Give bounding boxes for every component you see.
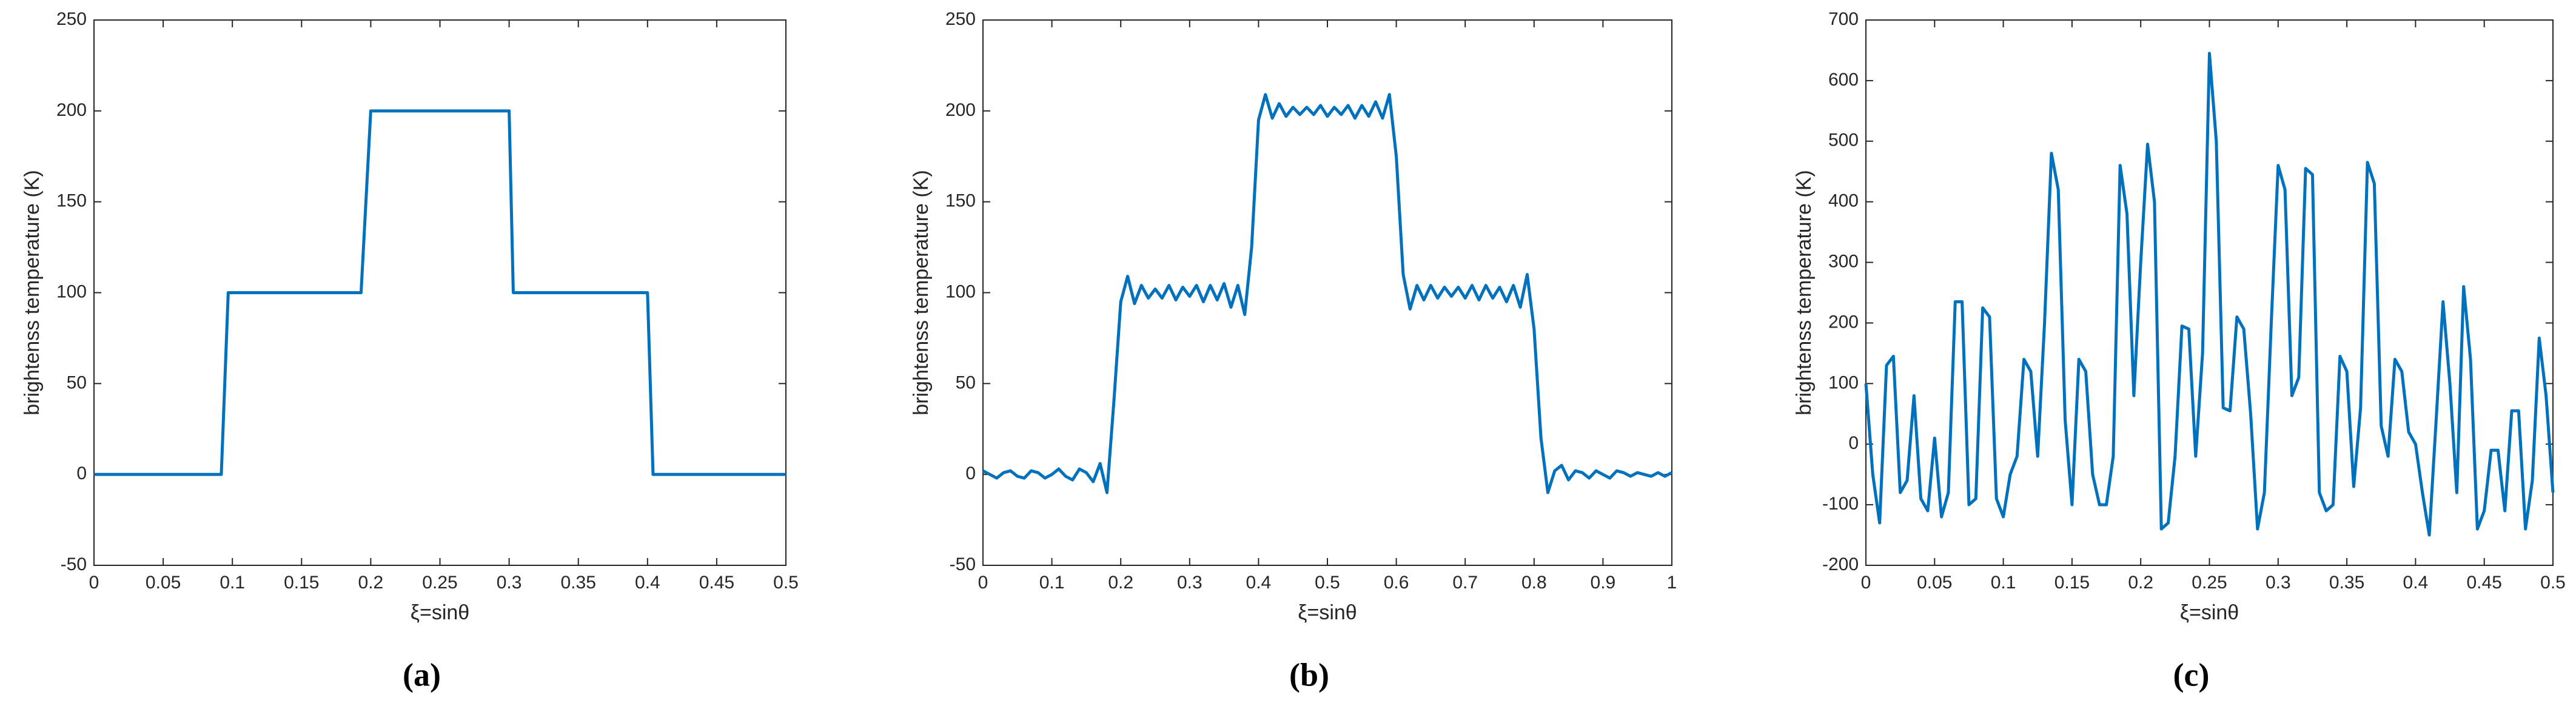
x-tick-label: 0.15 (2054, 573, 2090, 593)
x-tick-label: 0.7 (1452, 573, 1478, 593)
data-line (94, 109, 786, 476)
y-tick-label: 0 (76, 463, 87, 483)
x-tick-label: 0.45 (2467, 573, 2502, 593)
data-line (1864, 52, 2555, 537)
x-tick-label: 0.3 (2266, 573, 2291, 593)
plot-frame (982, 19, 1672, 566)
y-tick-label: 150 (945, 191, 976, 211)
x-tick-label: 1 (1667, 573, 1677, 593)
y-tick-label: 200 (56, 100, 87, 120)
y-axis-label: brightenss temperature (K) (21, 170, 44, 415)
x-tick-label: 0.8 (1521, 573, 1547, 593)
x-tick-label: 0.1 (1991, 573, 2016, 593)
x-axis-label: ξ=sinθ (2180, 601, 2239, 624)
x-tick-label: 0.25 (2192, 573, 2227, 593)
x-tick-label: 0.4 (1246, 573, 1272, 593)
x-tick-label: 0.35 (561, 573, 596, 593)
y-tick-label: 100 (945, 281, 976, 301)
y-axis-label: brightenss temperature (K) (910, 170, 933, 415)
x-tick-label: 0 (978, 573, 988, 593)
y-tick-label: 0 (1848, 433, 1859, 453)
x-tick-label: 0.2 (2128, 573, 2153, 593)
y-tick-label: 250 (945, 9, 976, 29)
x-tick-label: 0.25 (422, 573, 457, 593)
caption: (c) (2173, 656, 2210, 693)
y-tick-label: -50 (61, 554, 87, 574)
x-tick-label: 0.6 (1384, 573, 1409, 593)
data-line (982, 93, 1673, 494)
x-axis-label: ξ=sinθ (1298, 601, 1357, 624)
y-tick-label: 600 (1828, 70, 1859, 90)
y-tick-label: 400 (1828, 191, 1859, 211)
x-tick-label: 0.5 (2540, 573, 2566, 593)
x-tick-label: 0.3 (497, 573, 522, 593)
x-tick-label: 0.2 (1108, 573, 1133, 593)
x-tick-label: 0.2 (358, 573, 384, 593)
y-tick-label: 100 (56, 281, 87, 301)
x-tick-label: 0.1 (1039, 573, 1065, 593)
y-tick-label: 200 (945, 100, 976, 120)
x-tick-label: 0.05 (146, 573, 181, 593)
y-tick-label: 500 (1828, 130, 1859, 150)
y-axis-label: brightenss temperature (K) (1793, 170, 1816, 415)
y-tick-label: 0 (965, 463, 976, 483)
caption: (a) (403, 656, 441, 693)
x-tick-label: 0.35 (2329, 573, 2364, 593)
y-tick-label: 200 (1828, 312, 1859, 332)
y-tick-label: -100 (1822, 494, 1859, 514)
x-tick-label: 0.5 (1315, 573, 1340, 593)
x-tick-label: 0.5 (773, 573, 799, 593)
y-tick-label: -200 (1822, 554, 1859, 574)
y-tick-label: 50 (67, 372, 87, 392)
y-tick-label: 250 (56, 9, 87, 29)
y-tick-label: 300 (1828, 251, 1859, 271)
x-tick-label: 0 (1861, 573, 1871, 593)
x-tick-label: 0 (89, 573, 99, 593)
x-tick-label: 0.3 (1177, 573, 1202, 593)
y-tick-label: 50 (956, 372, 976, 392)
y-tick-label: 700 (1828, 9, 1859, 29)
x-tick-label: 0.9 (1591, 573, 1616, 593)
y-tick-label: -50 (950, 554, 976, 574)
caption: (b) (1289, 656, 1329, 693)
x-tick-label: 0.1 (220, 573, 245, 593)
x-tick-label: 0.15 (284, 573, 319, 593)
x-axis-label: ξ=sinθ (411, 601, 469, 624)
x-tick-label: 0.45 (699, 573, 734, 593)
x-tick-label: 0.4 (2403, 573, 2429, 593)
plot-frame (93, 19, 787, 566)
y-tick-label: 100 (1828, 372, 1859, 392)
x-tick-label: 0.4 (635, 573, 660, 593)
y-tick-label: 150 (56, 191, 87, 211)
x-tick-label: 0.05 (1917, 573, 1952, 593)
